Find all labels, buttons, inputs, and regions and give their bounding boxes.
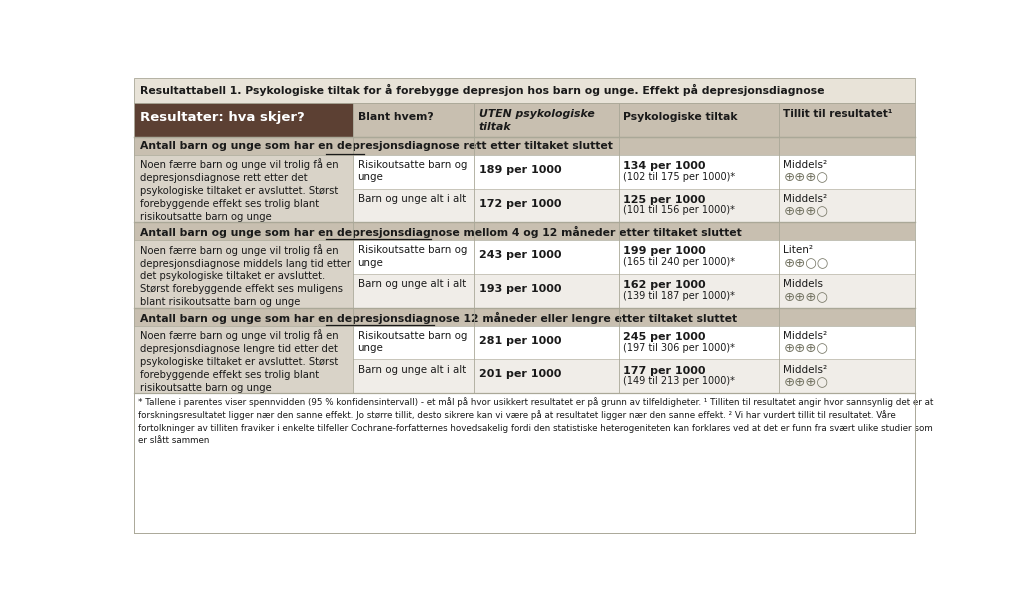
Text: (149 til 213 per 1000)*: (149 til 213 per 1000)* xyxy=(624,376,735,386)
Text: 125 per 1000: 125 per 1000 xyxy=(624,194,706,205)
Bar xyxy=(474,359,618,393)
Text: Risikoutsatte barn og
unge: Risikoutsatte barn og unge xyxy=(357,331,467,353)
Text: 243 per 1000: 243 per 1000 xyxy=(478,250,561,260)
Text: ⊕⊕⊕○: ⊕⊕⊕○ xyxy=(783,376,828,389)
Text: 172 per 1000: 172 per 1000 xyxy=(478,199,561,208)
Bar xyxy=(618,103,778,137)
Bar xyxy=(134,240,353,308)
Text: 245 per 1000: 245 per 1000 xyxy=(624,332,706,342)
Text: ⊕⊕⊕○: ⊕⊕⊕○ xyxy=(783,343,828,356)
Text: ⊕⊕⊕○: ⊕⊕⊕○ xyxy=(783,205,828,219)
Text: Resultater: hva skjer?: Resultater: hva skjer? xyxy=(140,111,305,124)
Text: Antall barn og unge som har en depresjonsdiagnose rett etter tiltaket sluttet: Antall barn og unge som har en depresjon… xyxy=(140,141,613,150)
Bar xyxy=(778,359,915,393)
Bar xyxy=(134,393,915,533)
Bar xyxy=(134,78,915,103)
Text: Middels: Middels xyxy=(783,279,823,290)
Text: Antall barn og unge som har en depresjonsdiagnose mellom 4 og 12 måneder etter t: Antall barn og unge som har en depresjon… xyxy=(140,226,742,238)
Bar xyxy=(134,326,353,393)
Text: (165 til 240 per 1000)*: (165 til 240 per 1000)* xyxy=(624,257,735,267)
Text: Middels²: Middels² xyxy=(783,160,827,170)
Text: 193 per 1000: 193 per 1000 xyxy=(478,284,561,294)
Text: Blant hvem?: Blant hvem? xyxy=(357,113,433,122)
Bar xyxy=(134,155,353,222)
Text: 201 per 1000: 201 per 1000 xyxy=(478,370,561,379)
Bar xyxy=(353,240,474,274)
Bar xyxy=(474,274,618,308)
Text: 177 per 1000: 177 per 1000 xyxy=(624,365,706,376)
Text: Barn og unge alt i alt: Barn og unge alt i alt xyxy=(357,279,466,290)
Text: Risikoutsatte barn og
unge: Risikoutsatte barn og unge xyxy=(357,246,467,268)
Bar xyxy=(353,274,474,308)
Bar xyxy=(618,326,778,359)
Bar xyxy=(353,188,474,222)
Bar xyxy=(618,359,778,393)
Text: (101 til 156 per 1000)*: (101 til 156 per 1000)* xyxy=(624,205,735,216)
Bar xyxy=(474,240,618,274)
Bar xyxy=(778,240,915,274)
Bar xyxy=(474,155,618,188)
Bar xyxy=(353,326,474,359)
Bar xyxy=(474,188,618,222)
Text: Middels²: Middels² xyxy=(783,365,827,375)
Bar xyxy=(618,274,778,308)
Bar xyxy=(618,240,778,274)
Text: 134 per 1000: 134 per 1000 xyxy=(624,161,706,171)
Bar xyxy=(778,188,915,222)
Text: Noen færre barn og unge vil trolig få en
depresjonsdiagnose rett etter det
psyko: Noen færre barn og unge vil trolig få en… xyxy=(139,158,338,222)
Text: UTEN psykologiske
tiltak: UTEN psykologiske tiltak xyxy=(478,109,594,132)
Text: * Tallene i parentes viser spennvidden (95 % konfidensintervall) - et mål på hvo: * Tallene i parentes viser spennvidden (… xyxy=(138,397,934,445)
Bar xyxy=(353,103,474,137)
Bar xyxy=(474,103,618,137)
Bar xyxy=(778,326,915,359)
Text: Noen færre barn og unge vil trolig få en
depresjonsdiagnose middels lang tid ett: Noen færre barn og unge vil trolig få en… xyxy=(139,244,350,307)
Text: Middels²: Middels² xyxy=(783,194,827,204)
Text: Tillit til resultatet¹: Tillit til resultatet¹ xyxy=(783,109,893,119)
Text: Resultattabell 1. Psykologiske tiltak for å forebygge depresjon hos barn og unge: Resultattabell 1. Psykologiske tiltak fo… xyxy=(140,84,825,96)
Text: (102 til 175 per 1000)*: (102 til 175 per 1000)* xyxy=(624,172,735,182)
Text: 162 per 1000: 162 per 1000 xyxy=(624,280,706,290)
Bar xyxy=(134,103,353,137)
Text: Middels²: Middels² xyxy=(783,331,827,341)
Bar xyxy=(618,155,778,188)
Text: ⊕⊕○○: ⊕⊕○○ xyxy=(783,257,828,270)
Bar xyxy=(778,103,915,137)
Text: Psykologiske tiltak: Psykologiske tiltak xyxy=(624,113,737,122)
Text: Antall barn og unge som har en depresjonsdiagnose 12 måneder eller lengre etter : Antall barn og unge som har en depresjon… xyxy=(140,312,737,324)
Text: Noen færre barn og unge vil trolig få en
depresjonsdiagnose lengre tid etter det: Noen færre barn og unge vil trolig få en… xyxy=(139,329,338,393)
Bar xyxy=(474,326,618,359)
Bar xyxy=(353,359,474,393)
Text: ⊕⊕⊕○: ⊕⊕⊕○ xyxy=(783,291,828,304)
Bar xyxy=(134,222,915,240)
Bar xyxy=(134,308,915,326)
Text: 199 per 1000: 199 per 1000 xyxy=(624,246,706,256)
Bar xyxy=(778,155,915,188)
Text: (139 til 187 per 1000)*: (139 til 187 per 1000)* xyxy=(624,291,735,301)
Text: (197 til 306 per 1000)*: (197 til 306 per 1000)* xyxy=(624,343,735,353)
Text: 189 per 1000: 189 per 1000 xyxy=(478,164,561,175)
Text: Liten²: Liten² xyxy=(783,246,813,255)
Text: 281 per 1000: 281 per 1000 xyxy=(478,335,561,346)
Bar xyxy=(618,188,778,222)
Bar xyxy=(778,274,915,308)
Text: Barn og unge alt i alt: Barn og unge alt i alt xyxy=(357,194,466,204)
Bar xyxy=(353,155,474,188)
Bar xyxy=(134,137,915,155)
Text: ⊕⊕⊕○: ⊕⊕⊕○ xyxy=(783,172,828,185)
Text: Barn og unge alt i alt: Barn og unge alt i alt xyxy=(357,365,466,375)
Text: Risikoutsatte barn og
unge: Risikoutsatte barn og unge xyxy=(357,160,467,182)
